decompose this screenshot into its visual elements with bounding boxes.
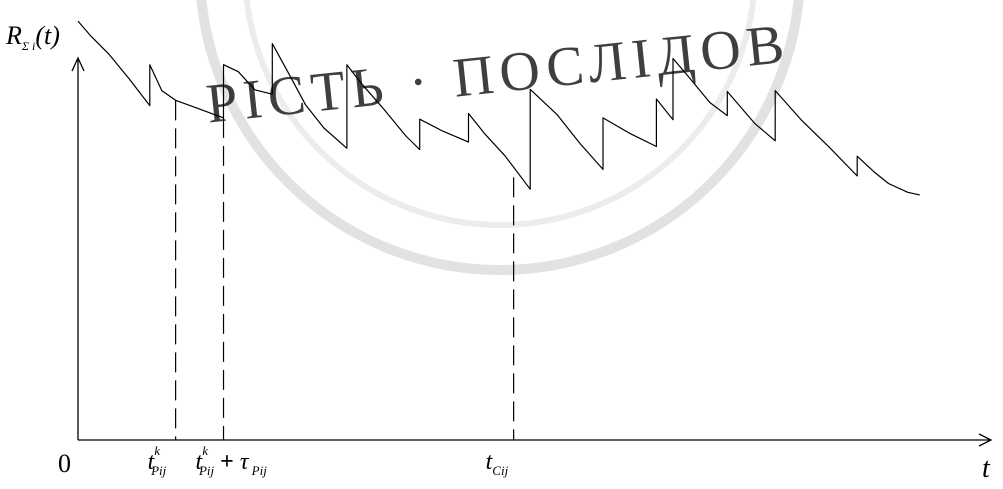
series [77,20,920,196]
origin-label: 0 [58,449,71,478]
marker-label-t-p-ij-k: tk Pij [148,443,167,478]
watermark-text: РІСТЬ · ПОСЛІДОВ [203,13,793,136]
x-axis-label: t [982,453,991,484]
y-axis-label: RΣ i(t) [5,21,60,53]
watermark: РІСТЬ · ПОСЛІДОВ [196,0,804,275]
marker-label-t-p-ij-k-plus-tau: tk Pij + τ Pij [196,443,268,478]
y-axis-arrow [71,56,85,72]
axes [71,56,993,447]
x-axis-arrow [978,433,993,447]
marker-label-t-c-ij: tCij [486,449,509,478]
series-line-0 [77,20,920,196]
markers: tk Pij tk Pij + τ Pij tCij [148,100,515,478]
